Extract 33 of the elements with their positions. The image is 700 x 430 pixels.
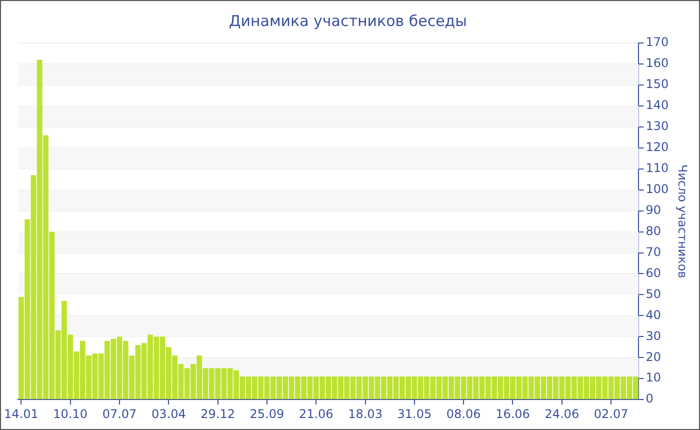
y-tick-label: 80 xyxy=(646,224,661,238)
y-tick-label: 40 xyxy=(646,308,661,322)
x-tick-label: 10.10 xyxy=(53,406,88,421)
y-tick-label: 110 xyxy=(646,160,669,175)
x-tick-label: 14.01 xyxy=(4,406,38,421)
y-tick-label: 150 xyxy=(646,77,669,92)
x-tick-label: 24.06 xyxy=(544,406,580,421)
y-tick-label: 30 xyxy=(646,328,661,343)
y-tick-label: 130 xyxy=(646,119,669,134)
y-tick-label: 100 xyxy=(646,182,669,196)
y-tick-label: 90 xyxy=(646,202,661,217)
y-tick-label: 50 xyxy=(646,286,661,301)
y-tick-label: 140 xyxy=(646,98,669,112)
x-tick-label: 21.06 xyxy=(298,406,334,421)
x-tick-label: 08.06 xyxy=(446,406,481,421)
x-tick-label: 18.03 xyxy=(348,406,382,421)
y-tick-label: 160 xyxy=(646,56,669,70)
y-tick-label: 70 xyxy=(646,244,661,259)
x-tick-label: 25.09 xyxy=(250,406,284,421)
chart-title: Динамика участников беседы xyxy=(228,12,468,30)
x-tick-label: 29.12 xyxy=(200,406,235,421)
x-tick-label: 02.07 xyxy=(594,406,628,421)
y-tick-label: 60 xyxy=(646,266,661,280)
y-tick-label: 0 xyxy=(646,392,654,406)
y-tick-label: 170 xyxy=(646,35,669,50)
y-tick-label: 10 xyxy=(646,370,661,385)
x-tick-label: 03.04 xyxy=(151,406,186,421)
y-tick-label: 20 xyxy=(646,350,661,364)
x-tick-label: 31.05 xyxy=(397,406,432,421)
x-tick-label: 07.07 xyxy=(102,406,137,421)
y-tick-label: 120 xyxy=(646,140,669,154)
y-axis-title: Число участников xyxy=(676,164,690,278)
x-tick-label: 16.06 xyxy=(496,406,530,421)
